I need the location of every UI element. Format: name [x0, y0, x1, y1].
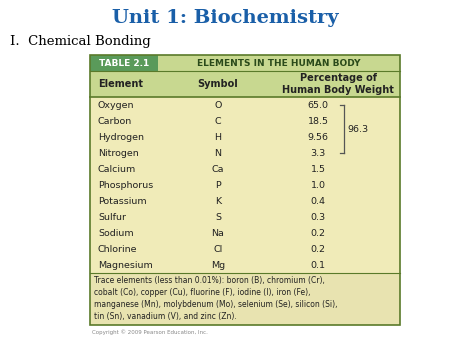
- Text: P: P: [215, 180, 221, 190]
- Text: H: H: [215, 132, 221, 142]
- Text: Na: Na: [212, 228, 225, 238]
- Text: Copyright © 2009 Pearson Education, Inc.: Copyright © 2009 Pearson Education, Inc.: [92, 329, 208, 335]
- Text: Calcium: Calcium: [98, 165, 136, 173]
- Text: ELEMENTS IN THE HUMAN BODY: ELEMENTS IN THE HUMAN BODY: [197, 58, 361, 68]
- Text: 65.0: 65.0: [307, 100, 328, 110]
- Bar: [90, 55, 158, 71]
- Text: Symbol: Symbol: [198, 79, 239, 89]
- Text: Sodium: Sodium: [98, 228, 134, 238]
- Text: 96.3: 96.3: [347, 124, 368, 134]
- Text: Oxygen: Oxygen: [98, 100, 135, 110]
- Text: 0.2: 0.2: [310, 228, 325, 238]
- Text: Ca: Ca: [212, 165, 224, 173]
- Text: Hydrogen: Hydrogen: [98, 132, 144, 142]
- Text: Cl: Cl: [213, 244, 223, 254]
- Bar: [90, 71, 400, 97]
- Text: 0.3: 0.3: [310, 213, 325, 221]
- Text: O: O: [214, 100, 222, 110]
- Text: 3.3: 3.3: [310, 148, 326, 158]
- Text: Nitrogen: Nitrogen: [98, 148, 139, 158]
- Text: Magnesium: Magnesium: [98, 261, 153, 269]
- Text: Sulfur: Sulfur: [98, 213, 126, 221]
- Text: Potassium: Potassium: [98, 196, 147, 206]
- Text: C: C: [215, 117, 221, 125]
- Bar: [158, 55, 400, 71]
- Text: Trace elements (less than 0.01%): boron (B), chromium (Cr),
cobalt (Co), copper : Trace elements (less than 0.01%): boron …: [94, 276, 338, 321]
- Text: Carbon: Carbon: [98, 117, 132, 125]
- Text: 18.5: 18.5: [307, 117, 328, 125]
- Text: 9.56: 9.56: [307, 132, 328, 142]
- Text: Phosphorus: Phosphorus: [98, 180, 153, 190]
- Text: Chlorine: Chlorine: [98, 244, 138, 254]
- Text: N: N: [215, 148, 221, 158]
- Text: 1.0: 1.0: [310, 180, 325, 190]
- Text: I.  Chemical Bonding: I. Chemical Bonding: [10, 35, 151, 48]
- Text: 0.2: 0.2: [310, 244, 325, 254]
- Text: Percentage of
Human Body Weight: Percentage of Human Body Weight: [282, 73, 394, 95]
- Bar: [90, 97, 400, 273]
- Bar: [90, 273, 400, 325]
- Text: TABLE 2.1: TABLE 2.1: [99, 58, 149, 68]
- Text: 0.1: 0.1: [310, 261, 325, 269]
- Text: K: K: [215, 196, 221, 206]
- Text: S: S: [215, 213, 221, 221]
- Text: 0.4: 0.4: [310, 196, 325, 206]
- Text: Mg: Mg: [211, 261, 225, 269]
- Bar: [90, 55, 400, 325]
- Text: 1.5: 1.5: [310, 165, 325, 173]
- Text: Unit 1: Biochemistry: Unit 1: Biochemistry: [112, 9, 338, 27]
- Text: Element: Element: [98, 79, 143, 89]
